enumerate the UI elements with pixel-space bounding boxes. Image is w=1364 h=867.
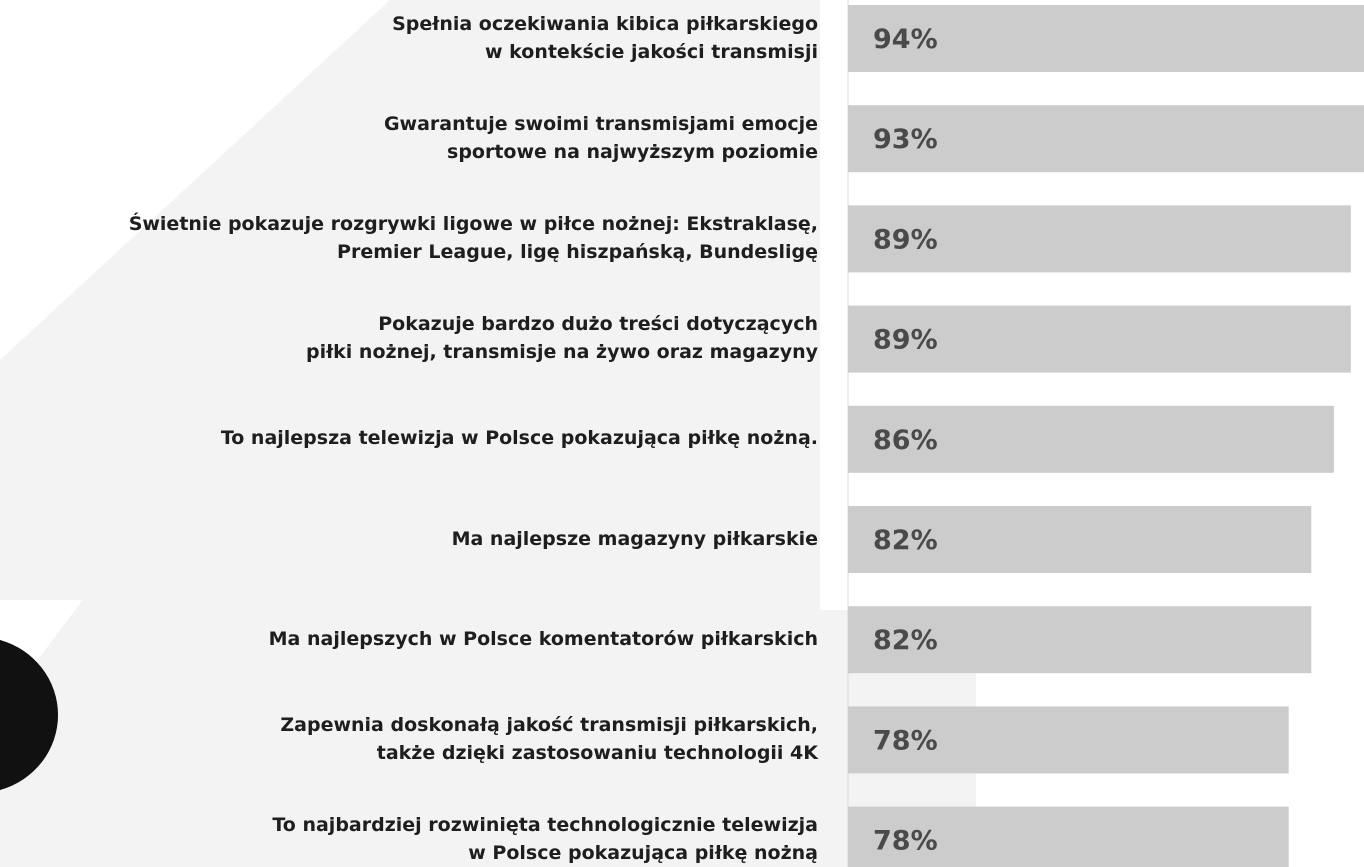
category-label: Ma najlepsze magazyny piłkarskie: [451, 527, 818, 550]
bar: [848, 305, 1351, 373]
background-shape: [0, 0, 560, 600]
category-label: Gwarantuje swoimi transmisjami emocje sp…: [383, 112, 818, 163]
value-label: 86%: [873, 425, 938, 456]
value-label: 93%: [873, 124, 938, 155]
bar: [848, 105, 1364, 173]
bar: [848, 405, 1334, 473]
value-label: 89%: [873, 224, 938, 255]
bar: [848, 506, 1312, 573]
value-label: 82%: [873, 625, 938, 656]
background-shape: [0, 0, 976, 867]
category-label: Świetnie pokazuje rozgrywki ligowe w pił…: [128, 212, 818, 263]
value-label: 78%: [873, 725, 938, 756]
category-label: Zapewnia doskonałą jakość transmisji pił…: [280, 713, 818, 764]
category-label: To najlepsza telewizja w Polsce pokazują…: [220, 427, 818, 450]
bar: [848, 5, 1364, 72]
category-label: Pokazuje bardzo dużo treści dotyczących …: [305, 313, 818, 364]
category-label: Spełnia oczekiwania kibica piłkarskiego …: [392, 12, 818, 63]
bar: [848, 706, 1289, 774]
category-label: To najbardziej rozwinięta technologiczni…: [272, 814, 818, 865]
category-label: Ma najlepszych w Polsce komentatorów pił…: [268, 627, 818, 650]
value-label: 94%: [873, 24, 938, 55]
value-label: 89%: [873, 325, 938, 356]
value-label: 82%: [873, 525, 938, 556]
background-circle: [0, 640, 42, 790]
bar: [848, 205, 1351, 273]
value-label: 78%: [873, 826, 938, 857]
bar: [848, 806, 1289, 867]
bar: [848, 606, 1312, 674]
